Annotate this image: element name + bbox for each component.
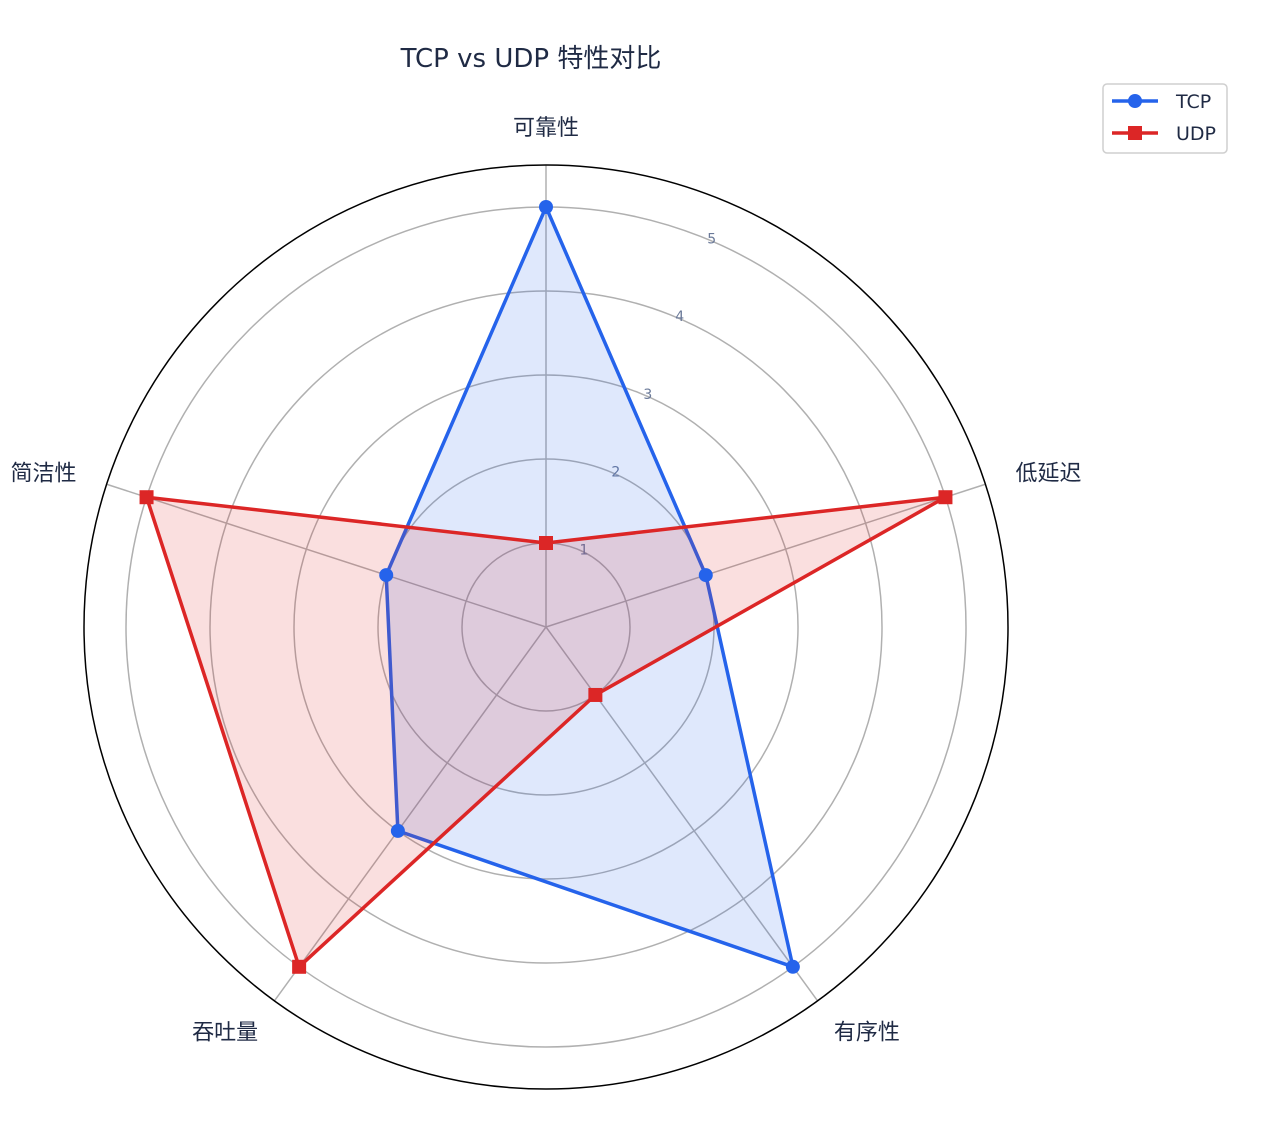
legend-label-tcp: TCP: [1175, 91, 1211, 113]
point-udp-2: [938, 490, 953, 505]
axis-label-5: 简洁性: [10, 461, 76, 486]
point-udp-5: [139, 490, 154, 505]
point-udp-1: [539, 536, 553, 550]
r-tick-label: 3: [643, 387, 652, 403]
series-line-udp: [144, 495, 948, 969]
series-fill-udp: [146, 497, 946, 967]
r-tick-label: 4: [675, 309, 684, 325]
axis-label-2: 低延迟: [1016, 461, 1082, 486]
legend-items: TCP UDP: [1112, 91, 1216, 145]
axis-label-4: 吞吐量: [192, 1021, 258, 1046]
axis-label-1: 可靠性: [513, 116, 579, 141]
spoke-5: [106, 483, 547, 628]
series-line-tcp: [384, 205, 795, 969]
legend-marker-udp: [1128, 126, 1142, 140]
point-tcp-2: [698, 568, 713, 583]
point-udp-4: [292, 959, 307, 974]
r-tick-label: 1: [579, 542, 588, 558]
point-tcp-5: [379, 568, 394, 583]
r-tick-label: 5: [707, 232, 716, 248]
outer-frame: [83, 164, 1009, 1090]
point-udp-3: [588, 687, 603, 702]
chart-title: TCP vs UDP 特性对比: [400, 44, 662, 74]
legend-label-udp: UDP: [1176, 123, 1216, 145]
radar-grid: 1 2 3 4 5: [83, 164, 1009, 1090]
point-tcp-1: [539, 200, 553, 214]
spoke-2: [545, 483, 986, 628]
spoke-4: [273, 626, 547, 1002]
axis-label-3: 有序性: [834, 1021, 900, 1046]
point-tcp-4: [390, 823, 405, 838]
point-tcp-3: [785, 959, 800, 974]
radar-series: [139, 200, 953, 974]
r-tick-label: 2: [611, 465, 620, 481]
series-fill-tcp: [386, 207, 793, 967]
legend-marker-tcp: [1128, 94, 1142, 108]
legend: TCP UDP: [1102, 83, 1228, 154]
